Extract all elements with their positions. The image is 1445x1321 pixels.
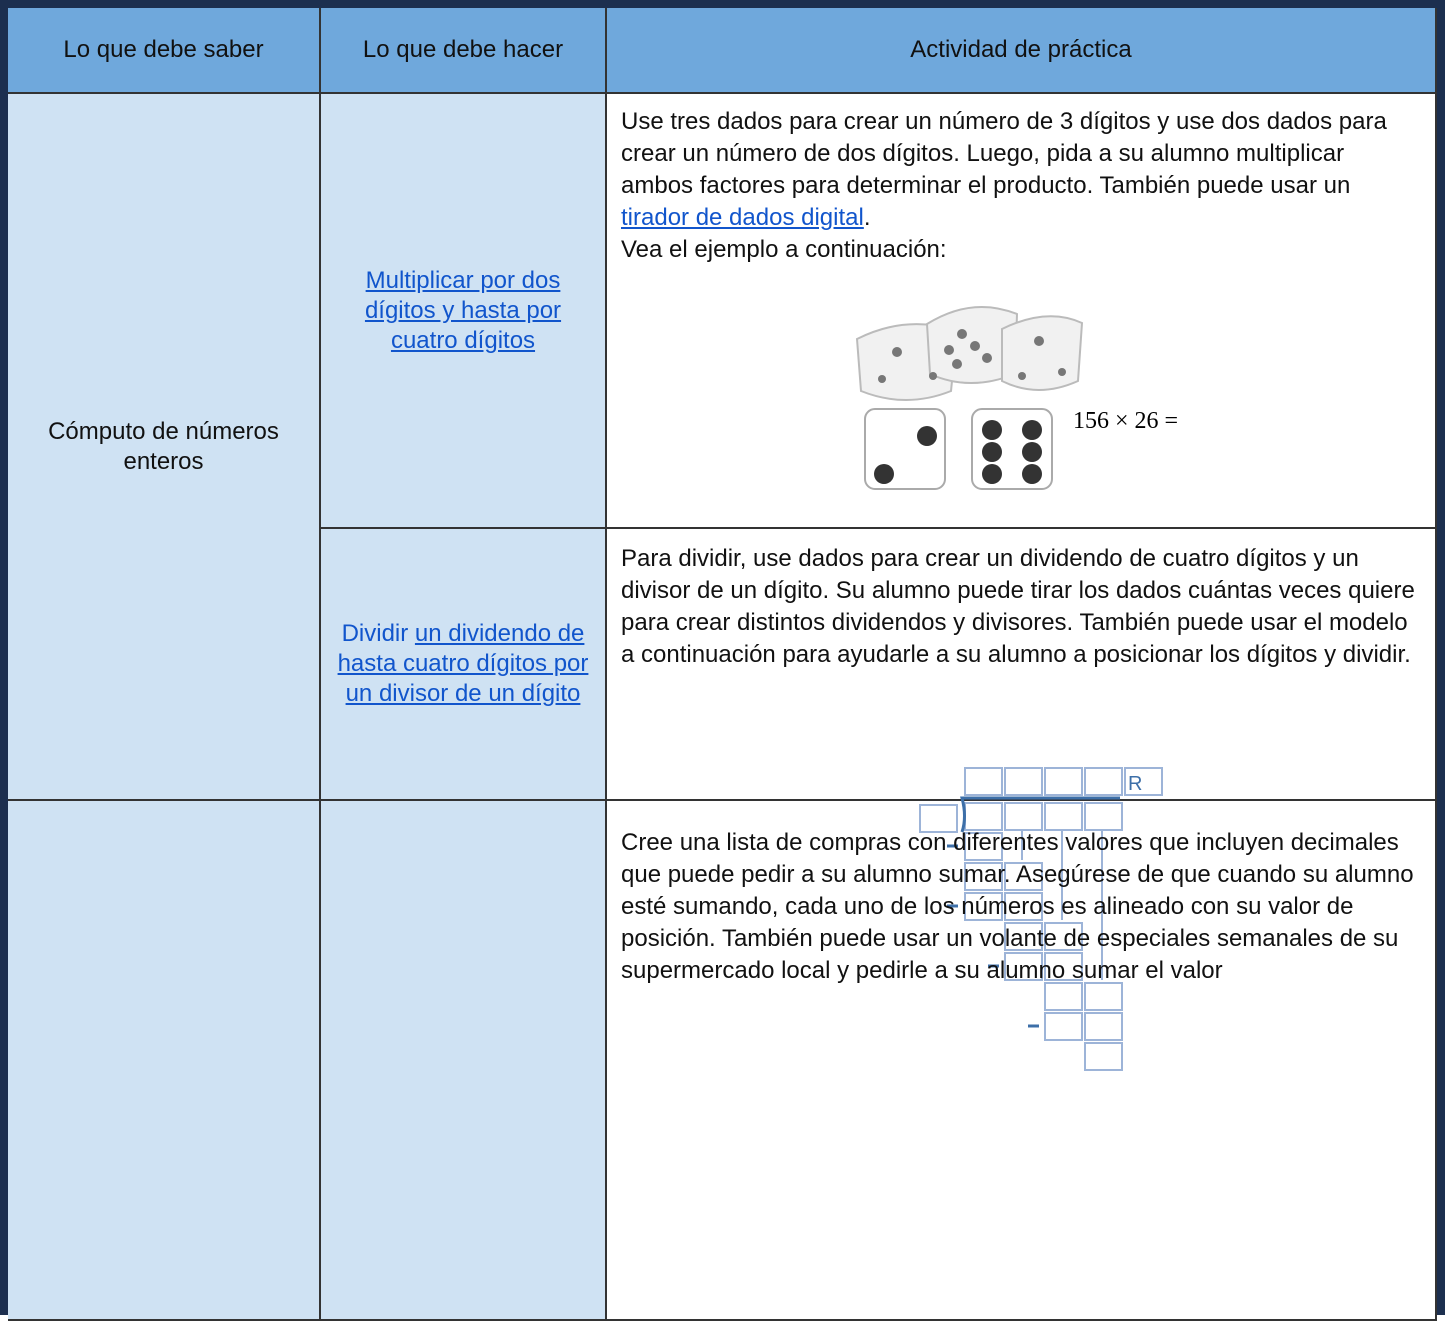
skill-link[interactable]: Multiplicar por dos dígitos y hasta por …: [364, 266, 562, 354]
topic-text: Cómputo de números enteros: [48, 417, 279, 475]
activity-cell: Para dividir, use dados para crear un di…: [607, 529, 1437, 801]
equation: 156 × 26 =: [1073, 408, 1178, 434]
header-cell: Actividad de práctica: [607, 8, 1437, 94]
skill-cell: Multiplicar por dos dígitos y hasta por …: [321, 94, 607, 529]
skill-cell: [321, 801, 607, 1321]
frame-top: [0, 0, 1445, 8]
activity-text: .: [863, 204, 871, 231]
activity-paragraph: Cree una lista de compras con diferentes…: [607, 801, 1435, 987]
frame-right: [1437, 0, 1445, 1315]
header-text: Actividad de práctica: [910, 36, 1132, 63]
header-text: Lo que debe hacer: [362, 36, 564, 63]
skill-cell: Dividir un dividendo de hasta cuatro díg…: [321, 529, 607, 801]
header-cell: Lo que debe saber: [8, 8, 321, 94]
activity-paragraph: Para dividir, use dados para crear un di…: [607, 529, 1435, 671]
activity-paragraph: Use tres dados para crear un número de 3…: [607, 94, 1435, 266]
header-text: Lo que debe saber: [63, 36, 264, 63]
header-cell: Lo que debe hacer: [321, 8, 607, 94]
topic-cell: [8, 801, 321, 1321]
activity-text: Cree una lista de compras con diferentes…: [621, 829, 1414, 984]
frame-left: [0, 0, 8, 1315]
remainder-label: R: [1128, 773, 1142, 795]
activity-note: Vea el ejemplo a continuación:: [621, 236, 947, 263]
topic-cell: Cómputo de números enteros: [8, 94, 321, 801]
skill-prefix: Dividir: [341, 620, 415, 647]
activity-cell: Cree una lista de compras con diferentes…: [607, 801, 1437, 1321]
skill-link[interactable]: un dividendo de hasta cuatro dígitos por…: [337, 620, 589, 707]
dice-illustration: 156 × 26 =: [855, 305, 1178, 490]
activity-text: Para dividir, use dados para crear un di…: [621, 545, 1415, 668]
activity-cell: Use tres dados para crear un número de 3…: [607, 94, 1437, 529]
activity-text: Use tres dados para crear un número de 3…: [621, 108, 1387, 199]
activity-link[interactable]: tirador de dados digital: [621, 204, 864, 231]
